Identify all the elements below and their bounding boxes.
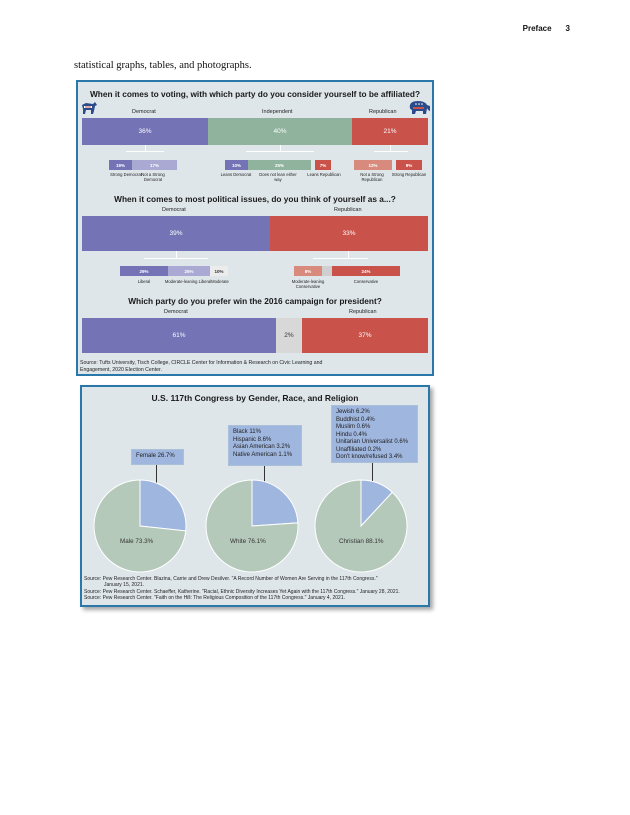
q1-sublabel-notstrong-dem: Not a Strong Democrat — [141, 172, 165, 183]
callout-line: Hindu 0.4% — [336, 431, 368, 438]
q1-sublabel-leans-dem: Leans Democrat — [220, 172, 252, 177]
q2-title: When it comes to most political issues, … — [114, 194, 396, 204]
religion-callout: Jewish 6.2% Buddhist 0.4% Muslim 0.6% Hi… — [331, 405, 418, 463]
q2-bar-democrat: 39% — [82, 216, 270, 251]
q2-sublabel-conservative: Conservative — [353, 279, 379, 284]
q1-sub-strong-dem: 19% — [109, 160, 132, 170]
callout-line: Native American 1.1% — [233, 451, 293, 458]
q2-sublabel-liberal: Liberal — [137, 279, 151, 284]
q1-label-democrat: Democrat — [132, 109, 156, 115]
panel2-sources: Source: Pew Research Center. Blazina, Ca… — [84, 576, 400, 601]
q2-sub-modcon: 8% — [294, 266, 322, 276]
callout-line: Female 26.7% — [136, 453, 175, 459]
q1-sub-notstrong-dem: 17% — [132, 160, 177, 170]
q1-connector-ind-h — [246, 151, 314, 152]
pie-charts — [93, 479, 408, 573]
donkey-icon — [82, 102, 97, 114]
race-callout: Black 11% Hispanic 8.6% Asian American 3… — [228, 425, 302, 466]
q1-sub-no-lean: 25% — [248, 160, 311, 170]
q2-gap-block — [322, 266, 332, 276]
q1-sublabel-leans-rep: Leans Republican — [307, 172, 341, 177]
q2-connector-rep — [348, 251, 349, 258]
source-line: Source: Tufts University, Tisch College,… — [80, 360, 323, 366]
running-header: Preface 3 — [509, 24, 570, 33]
callout-line: Black 11% — [233, 429, 261, 435]
q1-title: When it comes to voting, with which part… — [89, 89, 421, 99]
q1-sub-leans-rep: 7% — [315, 160, 331, 170]
q1-connector-rep-h — [374, 151, 408, 152]
q2-label-republican: Republican — [334, 207, 362, 213]
q2-sublabel-modcon: Moderate-leaning Conservative — [291, 279, 325, 290]
pie-gender-slice-1 — [93, 479, 187, 573]
pie-gender-slice-0 — [139, 479, 187, 532]
q3-label-republican: Republican — [349, 309, 377, 315]
callout-line: Asian American 3.2% — [233, 444, 291, 450]
pie-label-white: White 76.1% — [230, 538, 266, 545]
q1-sub-leans-dem: 10% — [225, 160, 248, 170]
source-line: January 15, 2021. — [104, 582, 145, 589]
callout-line: Hispanic 8.6% — [233, 436, 272, 443]
q1-label-republican: Republican — [369, 109, 397, 115]
callout-line: Unaffiliated 0.2% — [336, 446, 382, 453]
gender-callout: Female 26.7% — [131, 449, 184, 465]
q1-connector-dem — [145, 145, 146, 151]
source-line: Source: Pew Research Center. "Faith on t… — [84, 594, 346, 601]
q1-sublabel-no-lean: Does not lean either way — [259, 172, 297, 183]
q2-sub-modlib: 25% — [168, 266, 210, 276]
q2-sub-moderate: 10% — [210, 266, 228, 276]
pie-race-slice-1 — [205, 479, 299, 573]
q3-bar-other: 2% — [276, 318, 302, 353]
source-line: Source: Pew Research Center. Schaeffer, … — [84, 588, 400, 595]
race-callout-line — [264, 466, 265, 494]
gender-callout-line — [156, 465, 157, 494]
pie-race-slice-0 — [251, 479, 299, 527]
source-line: Engagement, 2020 Election Center. — [80, 366, 162, 373]
q2-sublabel-moderate: Moderate — [211, 279, 229, 284]
callout-line: Muslim 0.6% — [336, 424, 371, 430]
q1-bar-republican: 21% — [352, 118, 428, 145]
q1-sublabel-strong-rep: Strong Republican — [391, 172, 427, 177]
q1-bar-independent: 40% — [208, 118, 352, 145]
q3-bar-democrat: 61% — [82, 318, 276, 353]
congress-title: U.S. 117th Congress by Gender, Race, and… — [151, 393, 359, 403]
q1-sub-strong-rep: 9% — [396, 160, 422, 170]
q1-sublabel-strong-dem: Strong Democrat — [110, 172, 142, 177]
q2-label-democrat: Democrat — [162, 207, 186, 213]
callout-line: Don't know/refused 3.4% — [336, 454, 403, 460]
q2-sub-liberal: 29% — [120, 266, 168, 276]
pie-religion-slice-1 — [314, 479, 408, 573]
q1-connector-ind — [280, 145, 281, 151]
q2-sublabel-modlib: Moderate-leaning Liberal — [164, 279, 212, 284]
callout-line: Buddhist 0.4% — [336, 416, 375, 423]
q2-connector-dem — [176, 251, 177, 258]
pie-label-male: Male 73.3% — [120, 538, 154, 545]
congress-composition-infographic: U.S. 117th Congress by Gender, Race, and… — [80, 385, 430, 607]
source-line: Source: Pew Research Center. Blazina, Ca… — [84, 576, 378, 582]
q3-label-democrat: Democrat — [164, 309, 188, 315]
q3-bar-republican: 37% — [302, 318, 428, 353]
elephant-icon — [409, 101, 430, 114]
section-name: Preface — [522, 24, 552, 33]
q3-title: Which party do you prefer win the 2016 c… — [128, 296, 382, 306]
q1-connector-rep — [390, 145, 391, 151]
q2-bar-republican: 33% — [270, 216, 428, 251]
q1-sub-notstrong-rep: 12% — [354, 160, 392, 170]
intro-text: statistical graphs, tables, and photogra… — [74, 60, 252, 71]
q2-sub-conservative: 24% — [332, 266, 400, 276]
callout-line: Unitarian Universalist 0.6% — [336, 439, 409, 445]
pie-label-christian: Christian 88.1% — [339, 538, 384, 545]
party-affiliation-infographic: When it comes to voting, with which part… — [76, 80, 434, 376]
panel1-source: Source: Tufts University, Tisch College,… — [80, 360, 322, 374]
q1-connector-dem-h — [126, 151, 164, 152]
q1-bar-democrat: 36% — [82, 118, 208, 145]
q1-sublabel-notstrong-rep: Not a Strong Republican — [360, 172, 384, 183]
page-number: 3 — [565, 24, 570, 33]
q1-label-independent: Independent — [262, 109, 293, 115]
callout-line: Jewish 6.2% — [336, 409, 370, 415]
q2-connector-rep-h — [313, 258, 368, 259]
religion-callout-line — [372, 463, 373, 494]
q2-connector-dem-h — [144, 258, 208, 259]
